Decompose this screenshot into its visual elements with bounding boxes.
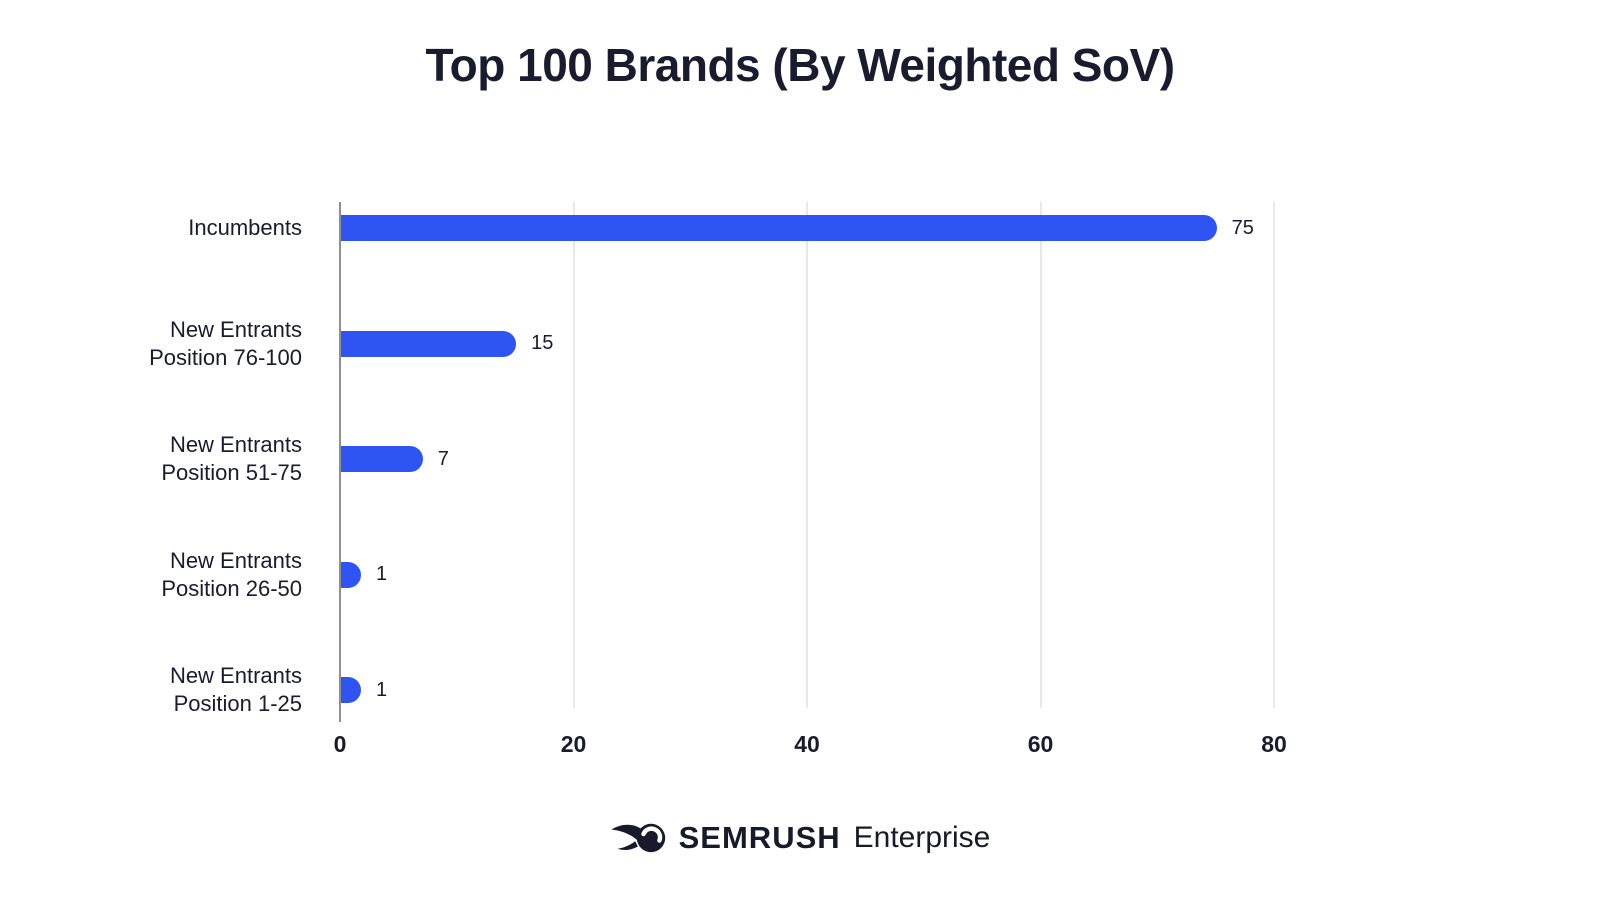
- bar: [341, 446, 423, 472]
- category-label: New Entrants Position 51-75: [0, 431, 302, 487]
- value-label: 1: [376, 678, 388, 701]
- value-label: 1: [376, 563, 388, 585]
- semrush-comet-icon: [611, 823, 665, 853]
- bar-row: New Entrants Position 26-50 1: [0, 517, 1600, 632]
- x-gridline: [1273, 202, 1275, 708]
- bar-row: Incumbents 75: [0, 171, 1600, 286]
- category-label-line: New Entrants: [169, 316, 302, 342]
- category-label-line: Position 26-50: [161, 575, 302, 601]
- bar-row: New Entrants Position 1-25 1: [0, 633, 1600, 748]
- chart-title: Top 100 Brands (By Weighted SoV): [425, 39, 1175, 91]
- bar-row: New Entrants Position 51-75 7: [0, 402, 1600, 517]
- category-label-line: Position 51-75: [161, 460, 302, 485]
- category-label-line: New Entrants: [169, 663, 302, 688]
- semrush-logo: SEMRUSH Enterprise: [0, 820, 1600, 856]
- x-gridline: [572, 202, 575, 708]
- value-label: 75: [1231, 216, 1254, 239]
- logo-brand-text: SEMRUSH: [678, 820, 841, 855]
- value-label: 7: [437, 447, 449, 470]
- zero-axis-line: [339, 202, 341, 722]
- logo-product-text: Enterprise: [853, 821, 991, 854]
- bar: [341, 561, 361, 588]
- category-label: New Entrants Position 1-25: [0, 662, 302, 718]
- x-tick-label: 60: [1027, 731, 1054, 757]
- category-label-line: New Entrants: [169, 547, 302, 573]
- bar: [341, 330, 517, 357]
- category-label-line: Position 76-100: [149, 344, 302, 370]
- category-label-line: Position 1-25: [173, 691, 302, 716]
- category-label-line: Incumbents: [188, 215, 302, 240]
- x-tick-label: 0: [333, 731, 347, 757]
- category-label: New Entrants Position 76-100: [0, 316, 302, 372]
- category-label-line: New Entrants: [169, 432, 302, 457]
- x-tick-label: 40: [794, 731, 820, 757]
- x-tick-label: 20: [560, 731, 587, 757]
- x-tick-label: 80: [1261, 731, 1287, 757]
- bar: [341, 215, 1217, 241]
- bar-row: New Entrants Position 76-100 15: [0, 286, 1600, 401]
- value-label: 15: [531, 332, 554, 354]
- bar: [341, 677, 361, 703]
- x-gridline: [1039, 202, 1042, 708]
- x-gridline: [806, 202, 808, 708]
- category-label: Incumbents: [0, 214, 302, 242]
- category-label: New Entrants Position 26-50: [0, 547, 302, 603]
